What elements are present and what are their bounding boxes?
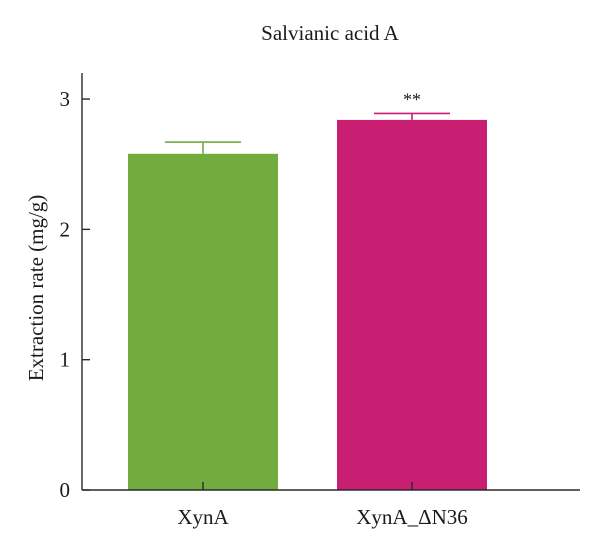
x-tick-label-2: XynA_ΔN36 xyxy=(356,505,468,529)
y-tick-label-0: 0 xyxy=(60,478,71,502)
x-tick-label-1: XynA xyxy=(177,505,229,529)
y-tick-label-2: 2 xyxy=(60,217,71,241)
y-tick-label-1: 1 xyxy=(60,348,71,372)
bar-1 xyxy=(128,153,278,490)
y-axis-label: Extraction rate (mg/g) xyxy=(24,195,48,382)
y-tick-label-3: 3 xyxy=(60,87,71,111)
significance-marker-2: ** xyxy=(403,89,421,109)
chart-title: Salvianic acid A xyxy=(261,21,399,45)
plot-area: XynA ** XynA_ΔN36 0 1 2 3 xyxy=(60,73,580,529)
bar-2 xyxy=(337,119,487,490)
